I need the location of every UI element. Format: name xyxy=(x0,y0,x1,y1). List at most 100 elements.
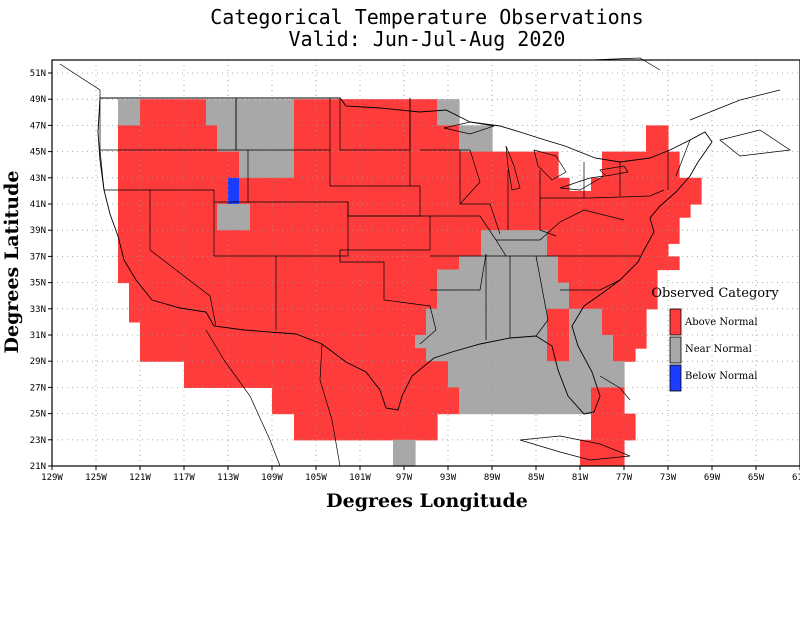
map-cell xyxy=(272,125,284,140)
map-cell xyxy=(558,204,570,218)
map-cell xyxy=(613,413,625,428)
map-cell xyxy=(327,282,339,297)
map-cell xyxy=(481,177,493,192)
map-cell xyxy=(536,374,548,388)
map-cell xyxy=(470,335,482,349)
map-cell xyxy=(503,190,515,205)
map-cell xyxy=(294,269,306,284)
map-cell xyxy=(558,217,570,231)
legend-title: Observed Category xyxy=(651,286,779,301)
map-cell xyxy=(228,361,240,375)
map-cell xyxy=(272,335,284,349)
map-cell xyxy=(151,269,163,284)
map-cell xyxy=(162,308,174,323)
map-cell xyxy=(415,151,427,166)
legend-swatch-above xyxy=(669,308,682,336)
map-cell xyxy=(283,374,295,388)
map-cell xyxy=(580,452,592,467)
map-cell xyxy=(470,151,482,166)
map-cell xyxy=(558,321,570,336)
map-cell xyxy=(503,295,515,310)
map-cell xyxy=(393,282,405,297)
map-cell xyxy=(624,164,636,179)
map-cell xyxy=(382,177,394,192)
map-cell xyxy=(195,269,207,284)
map-cell xyxy=(173,125,185,140)
map-cell xyxy=(668,164,680,179)
map-cell xyxy=(602,295,614,310)
map-cell xyxy=(305,361,317,375)
map-cell xyxy=(591,230,603,244)
map-cell xyxy=(514,335,526,349)
map-cell xyxy=(195,256,207,271)
map-cell xyxy=(514,204,526,218)
map-cell xyxy=(635,217,647,231)
map-cell xyxy=(602,374,614,388)
map-cell xyxy=(162,335,174,349)
map-cell xyxy=(569,387,581,402)
map-cell xyxy=(525,400,537,415)
map-cell xyxy=(294,164,306,179)
map-cell xyxy=(305,400,317,415)
map-cell xyxy=(646,164,658,179)
map-cell xyxy=(195,348,207,362)
map-cell xyxy=(360,230,372,244)
map-cell xyxy=(492,151,504,166)
map-cell xyxy=(415,177,427,192)
map-cell xyxy=(569,348,581,362)
map-cell xyxy=(481,230,493,244)
map-cell xyxy=(151,335,163,349)
map-cell xyxy=(624,256,636,271)
map-cell xyxy=(470,295,482,310)
map-cell xyxy=(162,112,174,126)
map-cell xyxy=(195,190,207,205)
map-cell xyxy=(151,177,163,192)
map-cell xyxy=(349,217,361,231)
map-cell xyxy=(470,164,482,179)
map-cell xyxy=(140,335,152,349)
map-cell xyxy=(294,282,306,297)
map-cell xyxy=(360,400,372,415)
map-cell xyxy=(327,256,339,271)
map-cell xyxy=(239,138,251,153)
map-cell xyxy=(371,426,383,441)
map-cell xyxy=(294,138,306,153)
map-title: Categorical Temperature Observations xyxy=(210,5,643,29)
map-cell xyxy=(360,282,372,297)
map-cell xyxy=(305,335,317,349)
map-cell xyxy=(624,335,636,349)
map-cell xyxy=(129,243,141,257)
map-cell xyxy=(228,243,240,257)
map-cell xyxy=(217,164,229,179)
map-cell xyxy=(239,321,251,336)
map-cell xyxy=(162,348,174,362)
map-cell xyxy=(613,321,625,336)
map-cell xyxy=(316,99,328,113)
map-cell xyxy=(250,374,262,388)
legend-label-above: Above Normal xyxy=(684,317,758,328)
map-cell xyxy=(316,151,328,166)
map-cell xyxy=(118,99,130,113)
map-cell xyxy=(151,190,163,205)
map-cell xyxy=(426,190,438,205)
map-cell xyxy=(492,204,504,218)
map-cell xyxy=(646,204,658,218)
map-cell xyxy=(239,295,251,310)
x-tick-label: 125W xyxy=(85,473,107,483)
map-cell xyxy=(580,387,592,402)
map-cell xyxy=(382,125,394,140)
map-cell xyxy=(437,295,449,310)
map-cell xyxy=(459,177,471,192)
map-cell xyxy=(195,151,207,166)
map-cell xyxy=(459,295,471,310)
map-cell xyxy=(140,151,152,166)
map-cell xyxy=(646,295,658,310)
map-cell xyxy=(503,361,515,375)
map-cell xyxy=(492,308,504,323)
map-cell xyxy=(173,230,185,244)
map-cell xyxy=(173,190,185,205)
map-cell xyxy=(228,295,240,310)
map-cell xyxy=(404,190,416,205)
map-cell xyxy=(646,138,658,153)
map-cell xyxy=(349,177,361,192)
